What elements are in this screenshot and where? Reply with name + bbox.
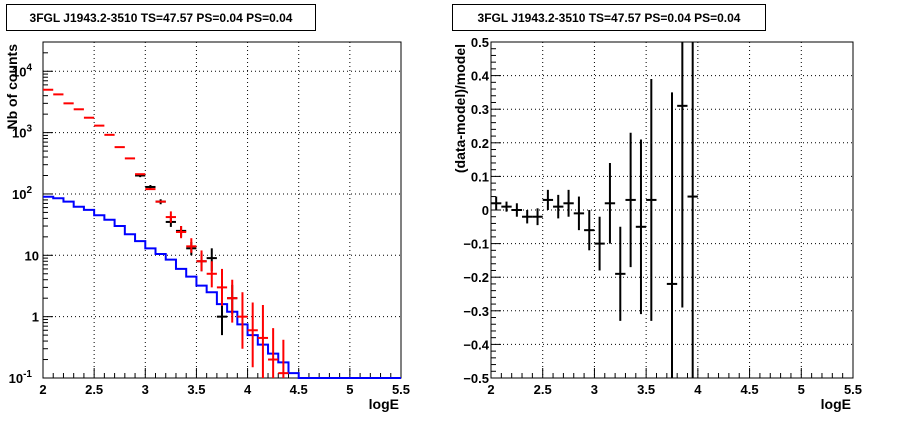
- x-tick-label: 2.5: [534, 382, 552, 397]
- y-axis-label: Nb of counts: [4, 44, 20, 130]
- residual-point: [594, 216, 605, 271]
- data-point: [216, 300, 228, 336]
- residual-point: [532, 208, 543, 226]
- residual-point: [573, 196, 585, 231]
- residual-point: [584, 210, 595, 251]
- plot-area: [43, 88, 401, 379]
- residual-point: [687, 42, 698, 378]
- model-point: [175, 226, 187, 239]
- residual-point: [542, 189, 554, 210]
- residual-point: [666, 92, 678, 378]
- y-tick-label: −0.2: [463, 270, 489, 285]
- residual-point: [491, 196, 502, 210]
- x-tick-label: 4: [694, 382, 702, 397]
- plot-area: [491, 42, 698, 378]
- y-tick-label: 10-1: [9, 369, 33, 386]
- model-point: [186, 238, 197, 253]
- y-tick-label: −0.1: [463, 237, 489, 252]
- y-tick-label: 0.5: [471, 35, 489, 50]
- y-tick-label: 0.1: [471, 169, 489, 184]
- x-tick-label: 3: [142, 382, 149, 397]
- x-tick-label: 3.5: [187, 382, 205, 397]
- y-tick-label: 0.2: [471, 136, 489, 151]
- model-point: [165, 211, 176, 223]
- model-point: [237, 292, 248, 349]
- model-point: [247, 302, 258, 368]
- x-tick-label: 4.5: [741, 382, 759, 397]
- plot-frame: [42, 41, 402, 379]
- y-tick-label: −0.4: [463, 337, 489, 352]
- residual-point: [646, 78, 657, 321]
- residual-point: [522, 210, 533, 224]
- x-tick-label: 2: [487, 382, 494, 397]
- residual-point: [677, 42, 688, 308]
- y-tick-label: −0.3: [463, 304, 489, 319]
- left-plot-title: 3FGL J1943.2-3510 TS=47.57 PS=0.04 PS=0.…: [6, 4, 316, 31]
- model-point: [278, 339, 289, 378]
- y-tick-label: 0.3: [471, 102, 489, 117]
- model-point: [216, 268, 228, 306]
- model-point: [206, 261, 217, 288]
- x-tick-label: 5: [346, 382, 353, 397]
- y-tick-label: 102: [12, 185, 32, 202]
- residuals-panel: 2 2.5 3 3.5 4 4.5 5 5.5 −0.5 −0.4 −0.3 −0.2 −0.1 0 0.1…: [452, 35, 862, 412]
- y-tick-label: 0.4: [471, 69, 490, 84]
- y-tick-label: 10: [25, 248, 39, 263]
- y-axis-label: (data-model)/model: [452, 44, 468, 173]
- model-point: [227, 279, 238, 323]
- y-tick-label: −0.5: [463, 371, 489, 386]
- x-tick-label: 2.5: [85, 382, 103, 397]
- residual-point: [563, 189, 574, 217]
- y-tick-label: 103: [12, 124, 32, 141]
- y-tick-label: 104: [12, 62, 32, 79]
- x-tick-label: 3.5: [637, 382, 655, 397]
- residual-point: [511, 203, 523, 217]
- y-tick-label: 0: [482, 203, 489, 218]
- residual-point: [635, 139, 647, 315]
- x-tick-label: 5: [798, 382, 805, 397]
- x-axis-label: logE: [821, 396, 851, 412]
- counts-spectrum-panel: 2 2.5 3 3.5 4 4.5 5 5.5 10-1 1 10 102 103 104 logE Nb o…: [4, 41, 410, 412]
- x-axis-label: logE: [369, 396, 399, 412]
- x-tick-label: 2: [39, 382, 46, 397]
- residual-point: [604, 162, 616, 244]
- residual-point: [501, 201, 512, 212]
- model-point: [196, 250, 207, 272]
- model-point: [257, 304, 269, 378]
- residual-point: [615, 226, 626, 321]
- x-tick-label: 5.5: [392, 382, 410, 397]
- x-tick-label: 4: [244, 382, 252, 397]
- model-point: [268, 328, 279, 378]
- x-tick-label: 3: [591, 382, 598, 397]
- right-plot-title: 3FGL J1943.2-3510 TS=47.57 PS=0.04 PS=0.…: [452, 4, 766, 31]
- x-tick-label: 5.5: [844, 382, 862, 397]
- x-tick-label: 4.5: [290, 382, 308, 397]
- residual-point: [553, 194, 564, 219]
- residual-point: [625, 132, 636, 268]
- y-tick-label: 1: [32, 310, 39, 325]
